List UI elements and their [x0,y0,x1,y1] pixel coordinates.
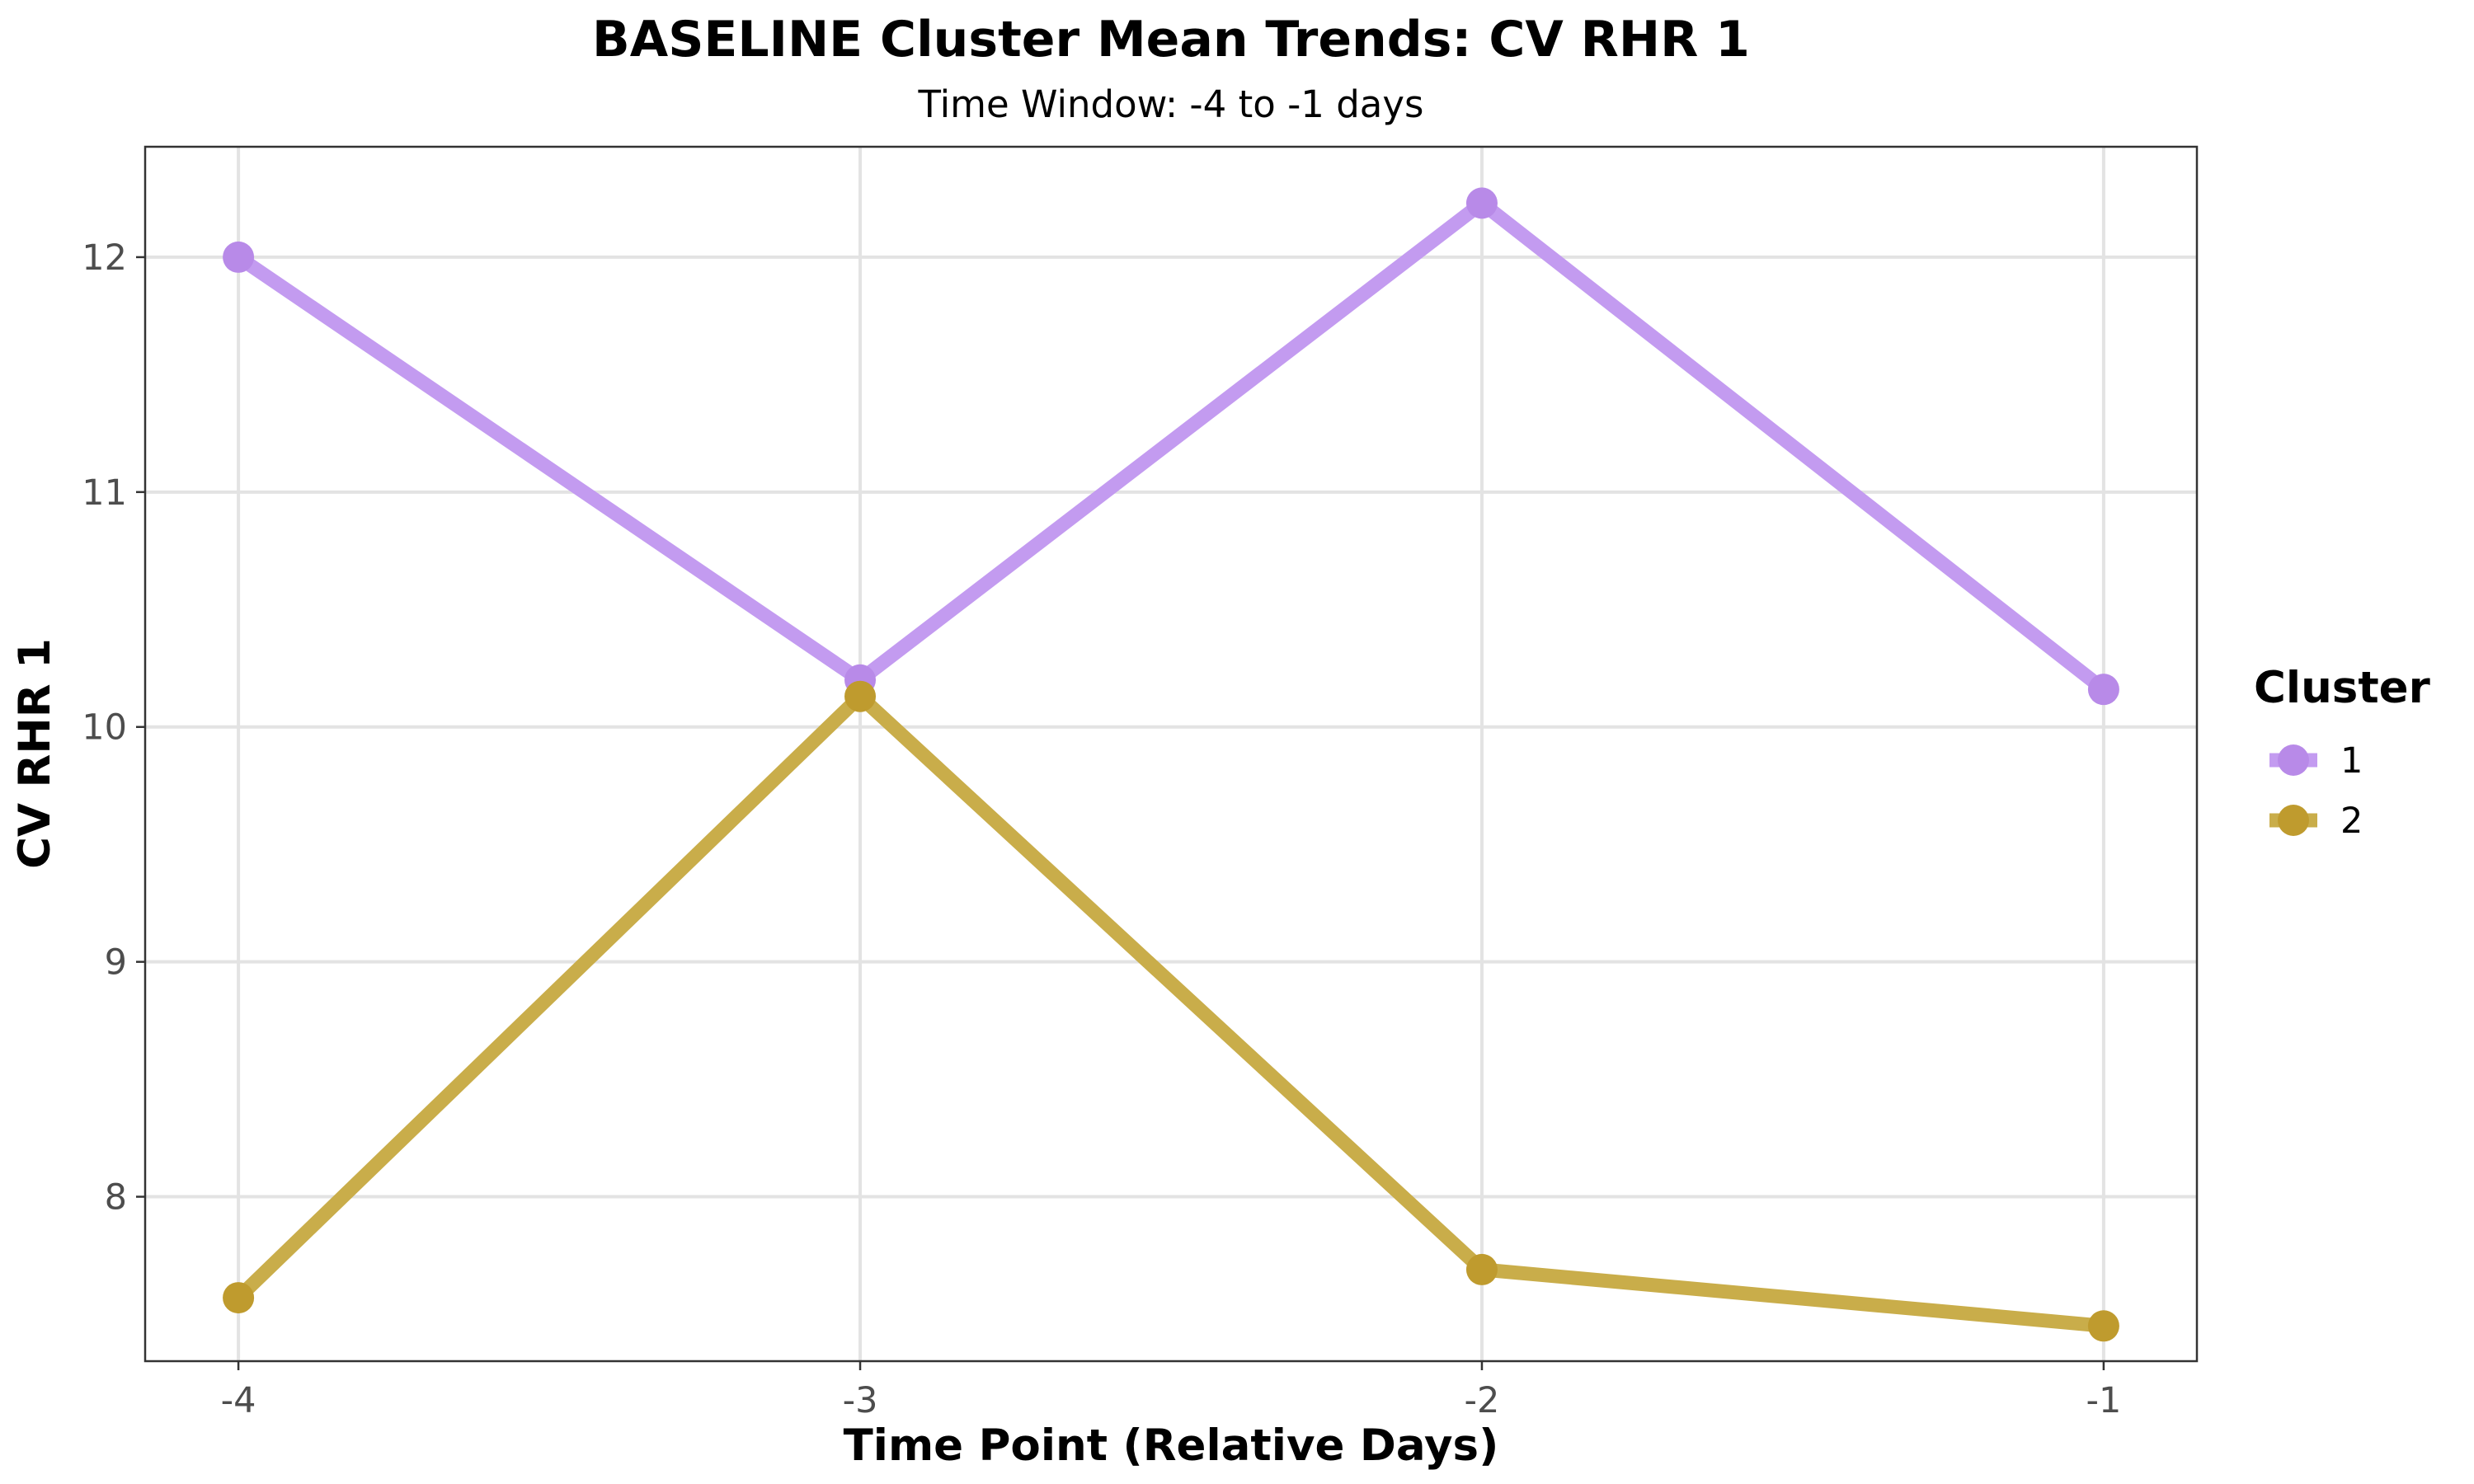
series-line-1 [234,195,2109,695]
y-tick-label: 11 [82,472,127,514]
legend-label: 2 [2340,801,2363,842]
axis-ticks [136,256,2105,1370]
legend: Cluster 1 2 [2254,663,2430,842]
data-point-series-2 [1465,1253,1498,1285]
chart-title: BASELINE Cluster Mean Trends: CV RHR 1 [592,11,1750,68]
series-line-2 [233,689,2105,1333]
x-tick-label: -3 [843,1380,878,1421]
y-tick-label: 12 [82,237,127,279]
data-point-series-2 [223,1282,255,1314]
y-tick-label: 8 [105,1177,127,1219]
y-tick-label: 10 [82,707,127,749]
series-lines [233,195,2109,1333]
gridlines [145,147,2197,1361]
data-point-series-2 [2087,1310,2119,1342]
plot-panel [143,145,2199,1363]
legend-key-point [2278,805,2309,836]
data-point-series-2 [844,680,877,712]
x-tick-label: -4 [221,1380,256,1421]
series-points [223,187,2119,1342]
y-tick-label: 9 [105,942,127,984]
axis-tick-labels: 8 9 10 11 12 -4 -3 -2 -1 [82,237,2121,1421]
data-point-series-1 [223,241,255,273]
legend-key-point [2278,744,2309,776]
chart-subtitle: Time Window: -4 to -1 days [918,82,1424,126]
legend-label: 1 [2340,740,2363,782]
x-axis-title: Time Point (Relative Days) [844,1421,1499,1471]
legend-title: Cluster [2254,663,2430,713]
data-point-series-1 [2087,674,2119,706]
y-axis-title: CV RHR 1 [10,638,60,869]
data-point-series-1 [1465,187,1498,219]
x-tick-label: -1 [2086,1380,2121,1421]
x-tick-label: -2 [1465,1380,1500,1421]
